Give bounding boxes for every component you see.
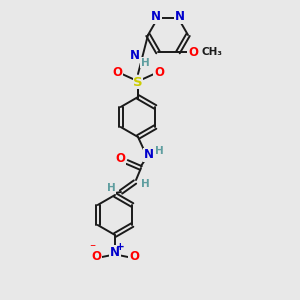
- Text: O: O: [188, 46, 198, 59]
- Text: O: O: [129, 250, 139, 263]
- Text: CH₃: CH₃: [202, 47, 223, 57]
- Text: O: O: [112, 65, 122, 79]
- Text: O: O: [154, 65, 164, 79]
- Text: N: N: [130, 49, 140, 62]
- Text: S: S: [133, 76, 143, 88]
- Text: ⁻: ⁻: [89, 242, 95, 256]
- Text: H: H: [154, 146, 164, 156]
- Text: H: H: [106, 183, 116, 193]
- Text: +: +: [116, 242, 124, 252]
- Text: O: O: [115, 152, 125, 166]
- Text: H: H: [141, 179, 149, 189]
- Text: N: N: [110, 245, 120, 259]
- Text: N: N: [151, 10, 161, 23]
- Text: N: N: [144, 148, 154, 161]
- Text: H: H: [141, 58, 149, 68]
- Text: N: N: [175, 10, 185, 23]
- Text: O: O: [91, 250, 101, 263]
